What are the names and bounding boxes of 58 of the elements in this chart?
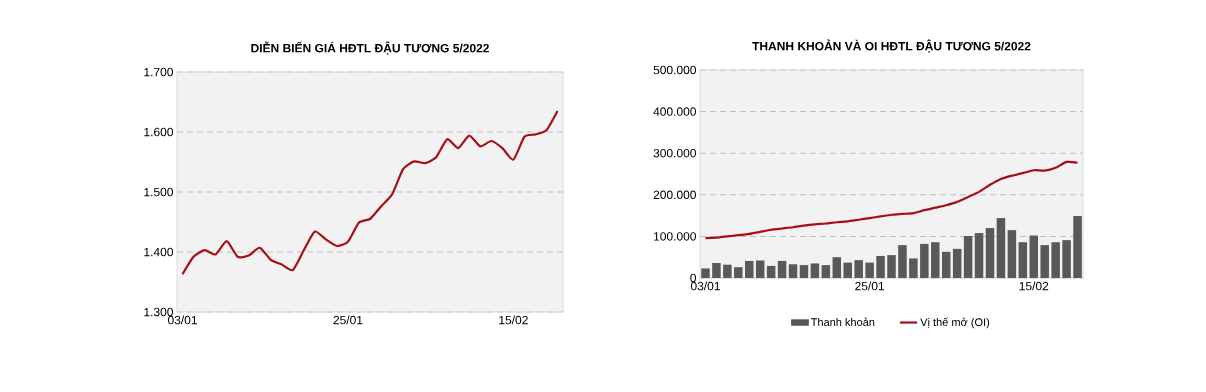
bar bbox=[985, 228, 995, 278]
y-tick-label: 100.000 bbox=[654, 232, 697, 241]
y-tick-label: 500.000 bbox=[653, 65, 697, 75]
bar bbox=[974, 233, 984, 278]
bar bbox=[1029, 235, 1039, 278]
bar bbox=[843, 262, 852, 278]
bar bbox=[755, 260, 765, 278]
bar bbox=[788, 264, 798, 278]
chart-title: DIỄN BIẾN GIÁ HĐTL ĐẬU TƯƠNG 5/2022 bbox=[251, 41, 489, 55]
bar bbox=[865, 262, 874, 278]
bar bbox=[1051, 242, 1060, 278]
bar bbox=[854, 260, 863, 278]
line-series bbox=[704, 160, 1079, 240]
bar bbox=[1007, 230, 1017, 278]
bar bbox=[909, 258, 918, 278]
bar bbox=[1073, 216, 1082, 278]
bar bbox=[766, 265, 776, 278]
bar bbox=[777, 260, 787, 278]
x-tick-label: 25/01 bbox=[333, 315, 363, 325]
bar bbox=[1040, 245, 1049, 278]
bar bbox=[887, 255, 896, 278]
bar bbox=[745, 260, 754, 278]
bar bbox=[799, 265, 809, 278]
bar bbox=[1062, 240, 1071, 278]
legend-label: Thanh khoản bbox=[810, 317, 875, 326]
y-tick-label: 1.400 bbox=[144, 247, 174, 257]
bar bbox=[723, 264, 732, 278]
y-tick-label: 0 bbox=[690, 273, 697, 283]
x-tick-label: 03/01 bbox=[690, 281, 720, 291]
bar bbox=[734, 267, 743, 278]
bar bbox=[832, 257, 842, 278]
bar bbox=[952, 248, 962, 278]
line-series bbox=[181, 109, 559, 276]
bar bbox=[810, 263, 820, 278]
chart-title: THANH KHOẢN VÀ OI HĐTL ĐẬU TƯƠNG 5/2022 bbox=[752, 39, 1031, 53]
bar bbox=[821, 265, 831, 278]
x-tick-label: 15/02 bbox=[499, 315, 528, 325]
y-tick-label: 1.600 bbox=[144, 127, 174, 137]
bar bbox=[920, 243, 929, 278]
bar bbox=[701, 268, 710, 278]
bar bbox=[1018, 242, 1028, 278]
bar bbox=[931, 242, 940, 278]
bar bbox=[898, 245, 907, 278]
y-tick-label: 1.500 bbox=[144, 187, 174, 197]
y-tick-label: 200.000 bbox=[653, 190, 697, 200]
bar bbox=[963, 235, 973, 278]
x-tick-label: 15/02 bbox=[1019, 281, 1049, 291]
y-tick-label: 300.000 bbox=[653, 148, 697, 158]
bar bbox=[996, 218, 1006, 278]
y-tick-label: 1.700 bbox=[144, 67, 174, 77]
y-tick-label: 1.300 bbox=[144, 307, 174, 317]
y-tick-label: 400.000 bbox=[653, 107, 697, 116]
x-tick-label: 25/01 bbox=[855, 281, 885, 291]
legend-label: Vị thế mở (OI) bbox=[920, 317, 990, 329]
bar bbox=[941, 251, 951, 278]
bar bbox=[876, 255, 885, 278]
bar bbox=[712, 263, 721, 278]
x-tick-label: 03/01 bbox=[167, 315, 197, 325]
